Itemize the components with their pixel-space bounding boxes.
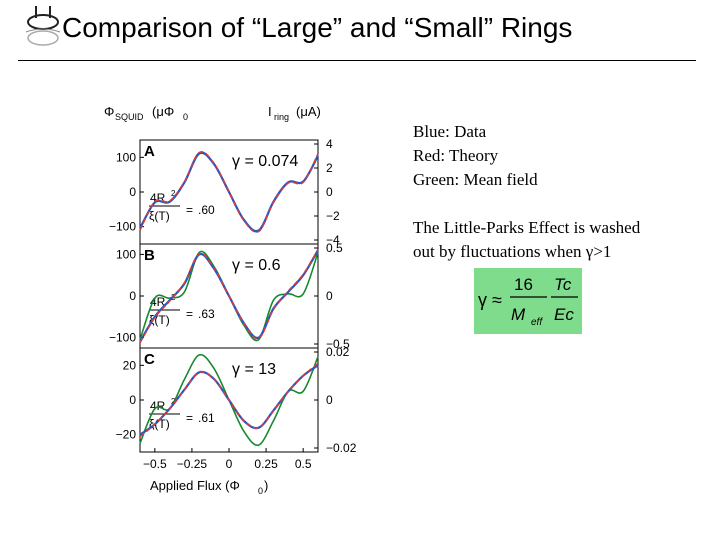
note-conclusion-2: out by fluctuations when γ>1	[413, 242, 612, 261]
x-axis-title-close: )	[264, 478, 268, 493]
panel-C-right-tick-label: 0	[326, 393, 333, 407]
panel-C-left-tick-label: −20	[116, 428, 137, 442]
panel-B-gamma: γ = 0.6	[232, 257, 281, 274]
panel-A-ratio-eq: =	[186, 203, 193, 217]
right-axis-unit: (μA)	[296, 104, 321, 119]
panel-B-left-tick-label: −100	[109, 331, 136, 345]
x-tick-label: 0.25	[254, 457, 278, 471]
right-axis-title: I	[268, 104, 272, 119]
panel-C-ratio-top: 4R	[150, 399, 166, 413]
panel-A-right-tick-label: −2	[326, 209, 340, 223]
note-conclusion-1: The Little-Parks Effect is washed	[413, 218, 641, 237]
panel-C-left-tick-label: 0	[129, 393, 136, 407]
x-tick-label: 0.5	[295, 457, 312, 471]
panel-C-gamma: γ = 13	[232, 361, 276, 378]
left-axis-title: Φ	[104, 104, 114, 119]
formula-num-tc: Tc	[554, 275, 572, 294]
panel-B-left-tick-label: 0	[129, 289, 136, 303]
formula-lhs: γ ≈	[478, 290, 502, 310]
left-axis-title-sub: SQUID	[115, 112, 144, 122]
panel-B-right-tick-label: 0	[326, 289, 333, 303]
panel-A-ratio-sup: 2	[171, 189, 176, 198]
panel-A-right-tick-label: −4	[326, 233, 340, 247]
panel-B-left-tick-label: 100	[116, 247, 136, 261]
panel-B-ratio-eq: =	[186, 307, 193, 321]
x-tick-label: −0.25	[177, 457, 208, 471]
panel-C-left-tick-label: 20	[123, 358, 137, 372]
panel-A-ratio-value: .60	[198, 203, 215, 217]
left-axis-unit: (μΦ	[152, 104, 174, 119]
panel-B-ratio-value: .63	[198, 307, 215, 321]
panel-C-ratio-value: .61	[198, 411, 215, 425]
panel-A-label: A	[144, 143, 155, 160]
panel-A-ratio-bottom: ξ(T)	[149, 209, 170, 223]
panel-C-theory-line	[139, 362, 319, 438]
panel-C-label: C	[144, 351, 155, 368]
gamma-formula: γ ≈ 16 Tc M eff Ec	[474, 268, 582, 334]
panel-B-theory-line	[139, 248, 319, 344]
legend-notes: Blue: Data Red: Theory Green: Mean field…	[413, 120, 640, 264]
logo-icon	[14, 2, 72, 54]
panel-A-left-tick-label: 0	[129, 185, 136, 199]
x-axis-title: Applied Flux (Φ	[150, 478, 240, 493]
panel-A-theory-line	[139, 151, 319, 233]
x-axis-title-sub: 0	[258, 486, 263, 496]
panel-A-right-tick-label: 0	[326, 185, 333, 199]
panel-C-right-tick-label: 0.02	[326, 345, 350, 359]
panel-A-right-tick-label: 4	[326, 137, 333, 151]
left-axis-unit-sub: 0	[183, 112, 188, 122]
panel-A-right-tick-label: 2	[326, 161, 333, 175]
panel-C-ratio-eq: =	[186, 411, 193, 425]
panel-A-gamma: γ = 0.074	[232, 153, 298, 170]
formula-den-ec: Ec	[554, 305, 574, 324]
formula-den-m: M	[511, 305, 526, 324]
formula-num-16: 16	[514, 275, 533, 294]
note-meanfield-color: Green: Mean field	[413, 170, 538, 189]
x-tick-label: 0	[226, 457, 233, 471]
panel-A-left-tick-label: 100	[116, 150, 136, 164]
right-axis-title-sub: ring	[274, 112, 289, 122]
panel-C-right-tick-label: −0.02	[326, 441, 357, 455]
formula-den-eff: eff	[531, 317, 543, 328]
panel-C-ratio-bottom: ξ(T)	[149, 417, 170, 431]
panel-A-left-tick-label: −100	[109, 220, 136, 234]
panel-B-label: B	[144, 247, 155, 264]
panel-B-right-tick-label: 0.5	[326, 241, 343, 255]
page-title: Comparison of “Large” and “Small” Rings	[62, 12, 573, 43]
title-divider	[18, 60, 696, 61]
note-theory-color: Red: Theory	[413, 146, 499, 165]
panel-B-right-tick-label: −0.5	[326, 337, 350, 351]
note-data-color: Blue: Data	[413, 122, 487, 141]
x-tick-label: −0.5	[143, 457, 167, 471]
